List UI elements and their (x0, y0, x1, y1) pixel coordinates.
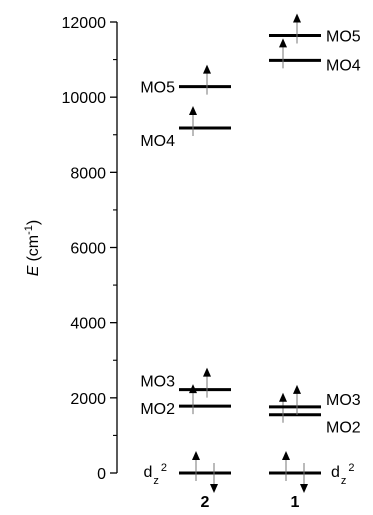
y-tick-label: 0 (97, 466, 106, 483)
complex-2-electron-up-MO4 (189, 105, 197, 136)
label-main: MO4 (140, 133, 175, 150)
y-axis-close: ) (25, 220, 42, 225)
complex-2-label-dz2: dz2 (143, 462, 167, 487)
label-main: MO3 (140, 374, 175, 391)
arrow-head (279, 38, 287, 48)
y-tick-label: 4000 (70, 316, 106, 333)
complex-2-label-MO2: MO2 (140, 401, 175, 418)
complex-1-label-dz2: dz2 (331, 462, 355, 487)
complex-2-electron-up-MO3 (203, 367, 211, 398)
y-tick-label: 6000 (70, 241, 106, 258)
arrow-head (293, 384, 301, 394)
label-main: MO5 (140, 80, 175, 97)
complex-2-electron-up-dz2 (192, 451, 200, 481)
complex-1-electron-down-dz2 (300, 463, 308, 493)
complex-2-column-label: 2 (201, 494, 210, 511)
y-tick-label: 12000 (62, 15, 107, 32)
y-axis: 0 2000 4000 6000 8000 10000 12000 E (cm-1) (23, 15, 118, 483)
y-tick-label: 10000 (62, 90, 107, 107)
label-main: MO4 (326, 57, 361, 74)
arrow-head (203, 367, 211, 377)
y-axis-exponent: -1 (23, 225, 35, 235)
arrow-head (282, 451, 290, 460)
complex-1-electron-up-MO4 (279, 38, 287, 69)
arrow-head (210, 484, 218, 493)
arrow-head (203, 64, 211, 74)
complex-1-electron-up-MO2 (279, 392, 287, 423)
arrow-head (192, 451, 200, 460)
y-tick-label: 8000 (70, 165, 106, 182)
complex-1-label-MO5: MO5 (326, 29, 361, 46)
y-axis-symbol: E (25, 265, 42, 276)
y-tick-label: 2000 (70, 391, 106, 408)
label-sub: z (341, 475, 347, 487)
label-sub: z (153, 475, 159, 487)
label-main: d (331, 464, 340, 481)
complex-1-label-MO2: MO2 (326, 420, 361, 437)
label-main: MO2 (326, 420, 361, 437)
y-axis-unit: (cm (25, 235, 42, 262)
complex-2-label-MO4: MO4 (140, 133, 175, 150)
arrow-head (293, 13, 301, 23)
complex-1-label-MO3: MO3 (326, 392, 361, 409)
arrow-head (189, 105, 197, 115)
complex-1-column-label: 1 (291, 494, 300, 511)
y-axis-title: E (cm-1) (23, 220, 42, 276)
complex-1-electron-up-MO5 (293, 13, 301, 44)
complex-1-label-MO4: MO4 (326, 57, 361, 74)
label-sup: 2 (348, 462, 354, 474)
label-main: MO5 (326, 29, 361, 46)
complex-1-electron-up-MO3 (293, 384, 301, 415)
label-sup: 2 (161, 462, 167, 474)
label-main: MO3 (326, 392, 361, 409)
label-main: d (143, 464, 152, 481)
complex-2-label-MO5: MO5 (140, 80, 175, 97)
complex-2-electron-down-dz2 (210, 463, 218, 493)
arrow-head (300, 484, 308, 493)
complex-1-electron-up-dz2 (282, 451, 290, 481)
levels (179, 13, 321, 493)
complex-2-electron-up-MO5 (203, 64, 211, 95)
complex-2-label-MO3: MO3 (140, 374, 175, 391)
arrow-head (279, 392, 287, 402)
label-main: MO2 (140, 401, 175, 418)
